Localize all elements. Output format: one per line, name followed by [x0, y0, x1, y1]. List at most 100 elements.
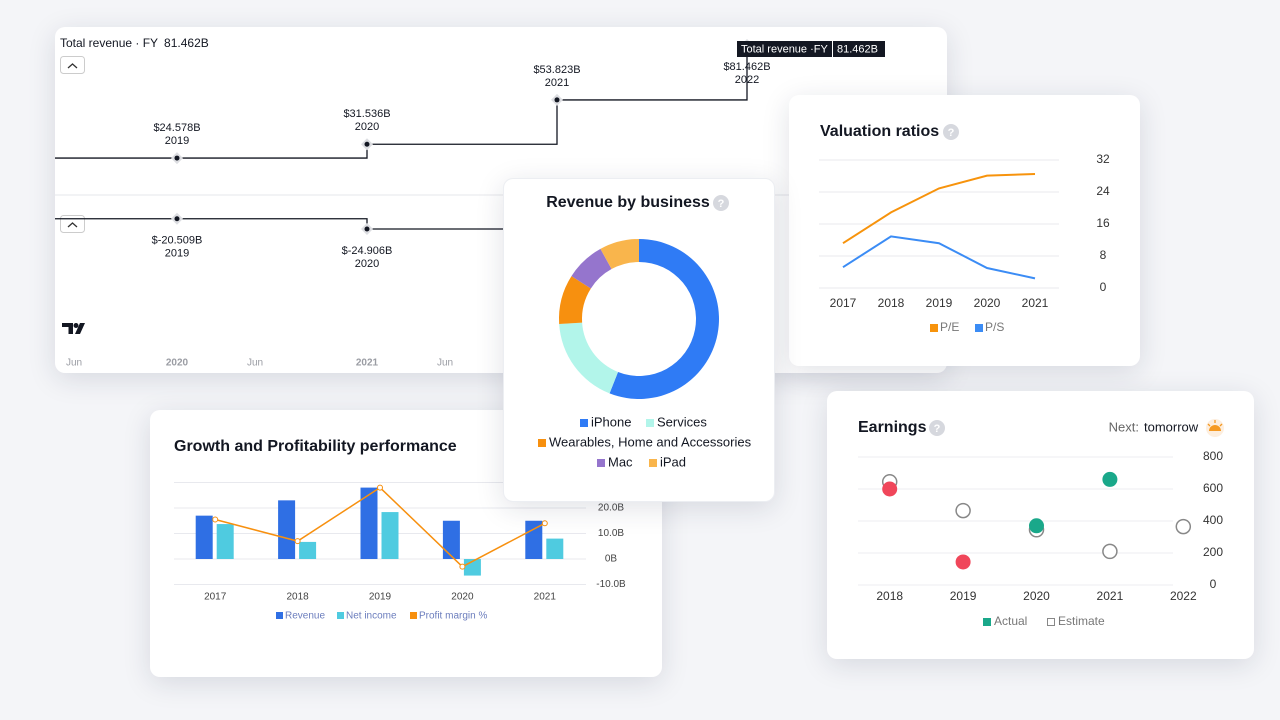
x-tick-label: Jun: [247, 358, 263, 369]
point: [541, 520, 548, 527]
growth-chart: Growth and Profitability performance 20.…: [174, 438, 626, 622]
point-dot: [364, 226, 370, 232]
point: [459, 563, 466, 570]
x-tick-label: 2017: [830, 296, 857, 310]
x-tick-label: 2019: [926, 296, 953, 310]
year-label: 2020: [355, 258, 379, 270]
x-tick-label: Jun: [437, 358, 453, 369]
line: [842, 235, 1036, 280]
y-tick-label: 400: [1203, 513, 1223, 527]
value-label: $53.823B: [533, 64, 580, 76]
collapse-button[interactable]: [60, 215, 85, 233]
x-tick-label: 2019: [369, 592, 392, 603]
legend-label: Wearables, Home and Accessories: [549, 434, 752, 449]
legend-label: Estimate: [1058, 614, 1105, 628]
tooltip-box: Total revenue ·FY 81.462B: [737, 41, 885, 57]
line: [842, 173, 1036, 245]
point: [377, 484, 383, 491]
point: [1102, 543, 1118, 560]
value-label: $-24.906B: [342, 245, 393, 257]
x-tick-label: 2020: [166, 358, 189, 369]
donut-slice: [559, 276, 591, 325]
bar: [360, 487, 378, 559]
legend-swatch: [538, 439, 546, 447]
revenue-chart: Total revenue · FY 81.462B $24.578B2019$3…: [55, 36, 947, 369]
x-tick-label: 2021: [1097, 589, 1124, 603]
svg-text:?: ?: [718, 198, 725, 210]
point: [294, 538, 301, 545]
donut-slice: [559, 322, 619, 394]
year-label: 2021: [545, 77, 569, 89]
x-tick-label: 2021: [1022, 296, 1049, 310]
help-icon[interactable]: ?: [943, 124, 959, 140]
y-tick-label: 8: [1100, 248, 1107, 262]
legend-label: Mac: [608, 454, 633, 469]
tooltip: Total revenue ·FY 81.462B: [737, 41, 887, 57]
year-label: 2019: [165, 135, 189, 147]
legend-swatch: [1047, 618, 1055, 626]
value-label: $31.536B: [343, 108, 390, 120]
y-tick-label: 200: [1203, 545, 1223, 559]
point: [1102, 471, 1118, 487]
legend-swatch: [337, 612, 344, 619]
business-chart: Revenue by business ? iPhone Services Wear…: [538, 194, 752, 469]
legend-swatch: [649, 459, 657, 467]
y-tick-label: 32: [1096, 152, 1110, 166]
year-label: 2022: [735, 74, 759, 86]
x-tick-label: 2022: [1170, 589, 1197, 603]
x-tick-label: 2019: [950, 589, 977, 603]
svg-text:?: ?: [934, 423, 941, 435]
legend-label: Net income: [346, 611, 397, 622]
next-value: tomorrow: [1144, 419, 1199, 434]
legend-label: iPhone: [591, 414, 631, 429]
bar: [278, 500, 296, 559]
valuation-chart: Valuation ratios ? 0 8 16 24 32 2017 2018 2019 2…: [819, 123, 1110, 334]
help-icon[interactable]: ?: [929, 420, 945, 436]
bar: [195, 515, 213, 559]
chart-title: Valuation ratios: [820, 123, 939, 140]
y-tick-label: 16: [1096, 216, 1110, 230]
chart-title: Earnings: [858, 419, 927, 436]
title-value: 81.462B: [164, 36, 209, 50]
help-icon[interactable]: ?: [713, 195, 729, 211]
y-tick-label: 600: [1203, 481, 1223, 495]
x-tick-label: 2018: [286, 592, 309, 603]
value-label: $24.578B: [153, 122, 200, 134]
legend-label: Revenue: [285, 611, 325, 622]
x-tick-label: 2017: [204, 592, 227, 603]
point: [955, 554, 971, 570]
earnings-card: Earnings ? Next: tomorrow 0 200 400 600 800 2…: [827, 391, 1254, 659]
point-dot: [554, 97, 560, 103]
y-tick-label: 0: [1210, 577, 1217, 591]
donut-slice: [571, 248, 612, 289]
legend-label: iPad: [660, 454, 686, 469]
collapse-button[interactable]: [60, 56, 85, 74]
donut-slice: [609, 239, 719, 399]
x-tick-label: 2020: [974, 296, 1001, 310]
bar: [381, 512, 399, 559]
tooltip-value: 81.462B: [837, 43, 878, 55]
bar: [525, 520, 543, 559]
legend-swatch: [580, 419, 588, 427]
x-tick-label: 2018: [878, 296, 905, 310]
x-tick-label: 2021: [534, 592, 557, 603]
legend-label: Profit margin %: [419, 611, 487, 622]
point-dot: [174, 155, 180, 161]
x-tick-label: 2020: [451, 592, 474, 603]
y-tick-label: 0: [1100, 280, 1107, 294]
chart-title: Growth and Profitability performance: [174, 438, 457, 455]
value-label: $81.462B: [723, 61, 770, 73]
y-tick-label: -10.0B: [596, 579, 626, 590]
earnings-chart: Earnings ? Next: tomorrow 0 200 400 600 800 2…: [858, 419, 1224, 628]
legend-swatch: [597, 459, 605, 467]
legend-swatch: [410, 612, 417, 619]
legend-label: P/E: [940, 320, 959, 334]
tooltip-label: Total revenue ·FY: [741, 43, 828, 55]
next-label: Next:: [1109, 419, 1139, 434]
bar: [546, 538, 564, 559]
donut-slice: [600, 239, 639, 270]
bar: [299, 541, 317, 559]
legend-swatch: [983, 618, 991, 626]
